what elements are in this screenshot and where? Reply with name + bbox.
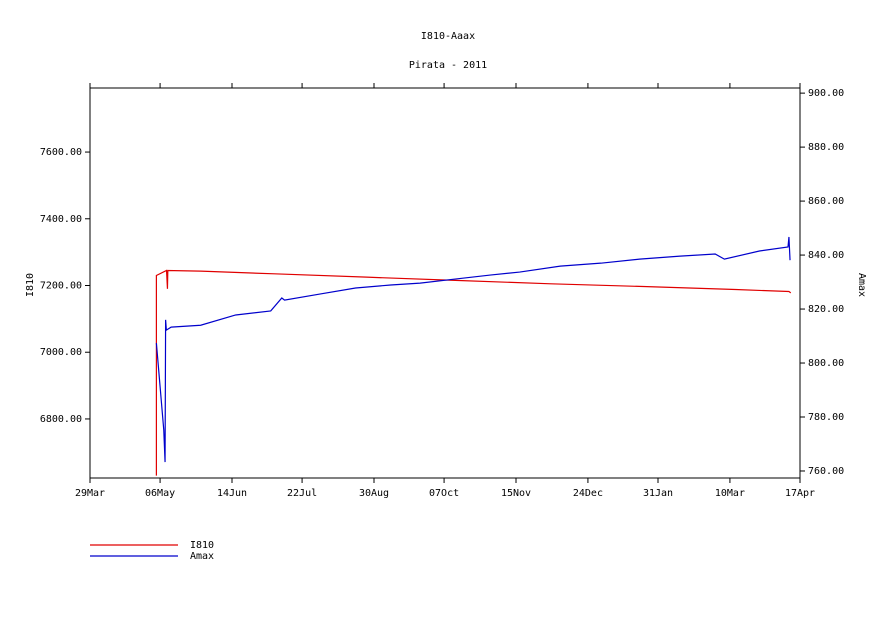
x-tick-label: 22Jul [287, 488, 317, 499]
x-tick-label: 29Mar [75, 488, 105, 499]
series-line [155, 236, 791, 463]
chart-subtitle: Pirata - 2011 [409, 60, 487, 71]
y-axis-label: I810 [25, 273, 36, 297]
y-tick-label: 7200.00 [40, 281, 82, 292]
series-line [155, 269, 792, 476]
y-tick-label: 7400.00 [40, 214, 82, 225]
x-tick-label: 06May [145, 488, 175, 499]
y2-axis-label: Amax [856, 273, 867, 297]
x-tick-label: 10Mar [715, 488, 745, 499]
y2-tick-label: 900.00 [808, 88, 844, 99]
x-tick-label: 07Oct [429, 488, 459, 499]
x-tick-label: 24Dec [573, 488, 603, 499]
y-tick-label: 7000.00 [40, 347, 82, 358]
y2-tick-label: 860.00 [808, 196, 844, 207]
y-tick-label: 7600.00 [40, 147, 82, 158]
y2-tick-label: 800.00 [808, 358, 844, 369]
legend-label: Amax [190, 551, 214, 562]
x-tick-label: 15Nov [501, 488, 531, 499]
y2-tick-label: 840.00 [808, 250, 844, 261]
x-tick-label: 14Jun [217, 488, 247, 499]
x-tick-label: 31Jan [643, 488, 673, 499]
y-tick-label: 6800.00 [40, 414, 82, 425]
y2-tick-label: 820.00 [808, 304, 844, 315]
x-tick-label: 17Apr [785, 488, 815, 499]
y2-tick-label: 780.00 [808, 412, 844, 423]
x-tick-label: 30Aug [359, 488, 389, 499]
legend-label: I810 [190, 540, 214, 551]
plot-frame [89, 87, 801, 479]
y2-tick-label: 760.00 [808, 466, 844, 477]
y2-tick-label: 880.00 [808, 142, 844, 153]
chart-title: I810-Aaax [421, 31, 475, 42]
